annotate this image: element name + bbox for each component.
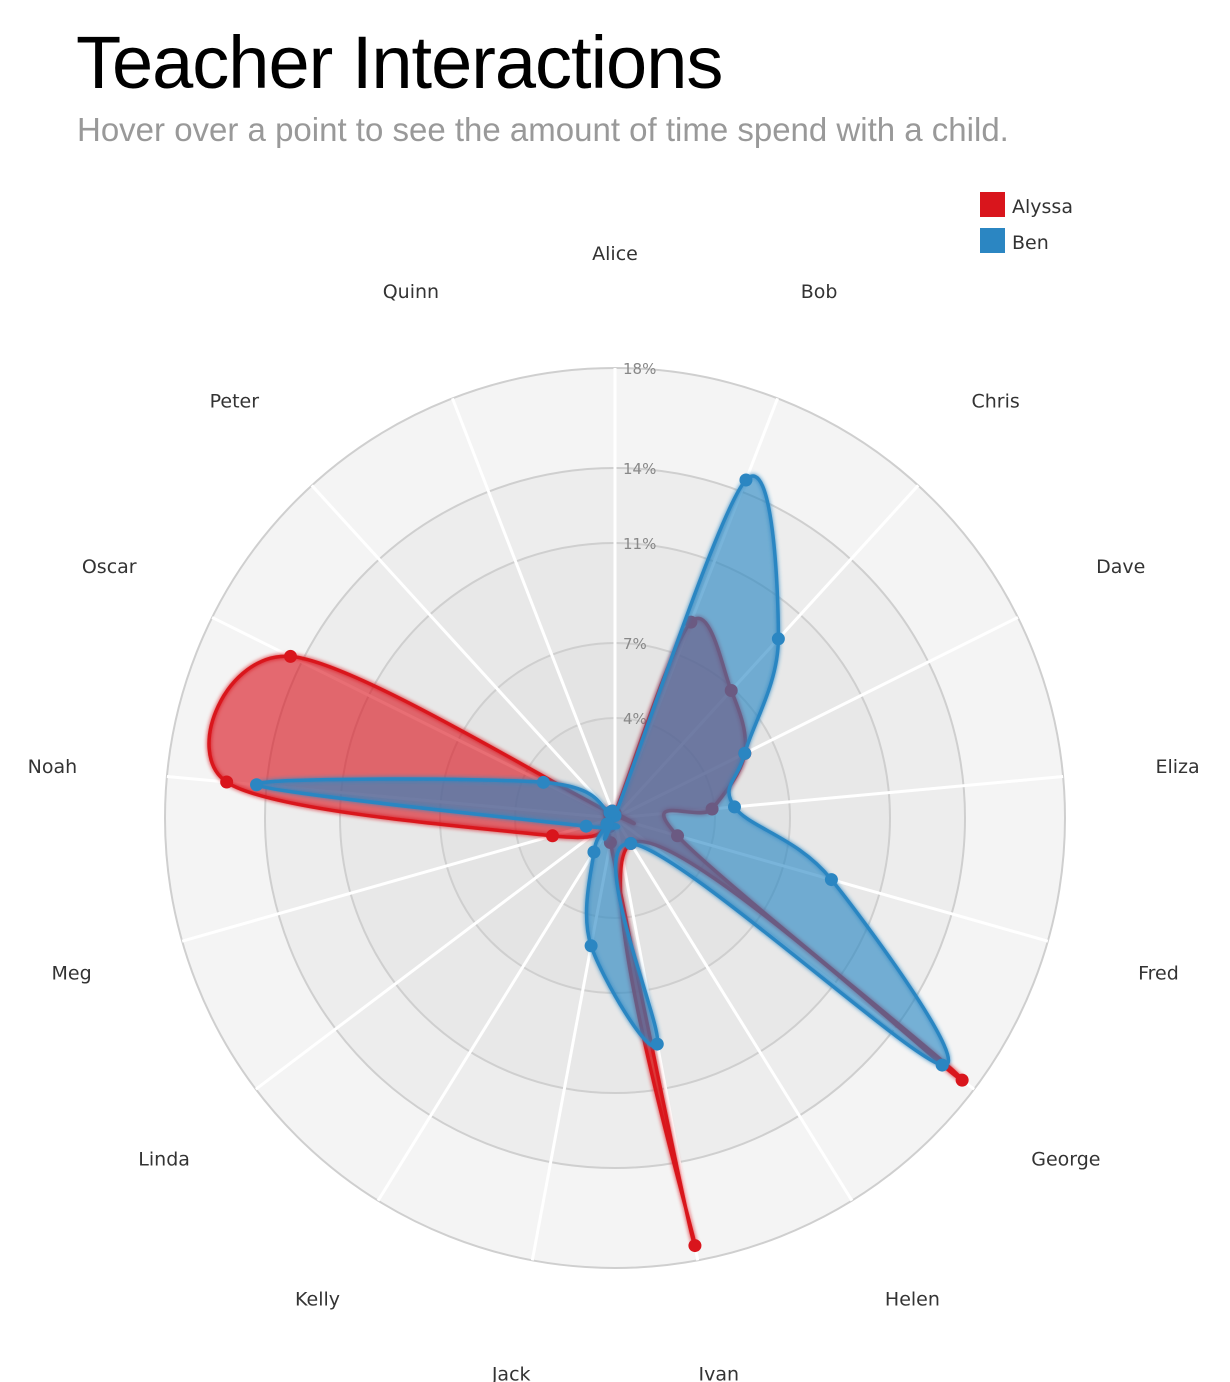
legend-label: Ben — [1012, 232, 1049, 254]
radar-axis-label: George — [1031, 1148, 1100, 1170]
radar-axis-label: Kelly — [295, 1288, 340, 1310]
radar-axis-label: Ivan — [699, 1363, 740, 1382]
legend-swatch — [980, 192, 1005, 217]
radar-tick-label: 4% — [623, 710, 647, 728]
series-ben-point — [536, 775, 550, 789]
radar-axis-label: Oscar — [82, 556, 137, 578]
radar-spoke — [254, 816, 616, 1091]
radar-axis-labels: Alice Bob Chris Dave Eliza Fred George Helen Iva… — [28, 243, 1200, 1382]
radar-spoke — [310, 484, 617, 820]
radar-spoke — [451, 397, 617, 819]
radar-axis-label: Eliza — [1155, 756, 1199, 778]
series-alyssa-point — [688, 1239, 702, 1253]
page-subtitle: Hover over a point to see the amount of … — [77, 111, 1009, 148]
radar-axis-label: Jack — [491, 1363, 531, 1382]
series-ben-point — [587, 845, 601, 859]
radar-tick-label: 7% — [623, 635, 647, 653]
radar-tick-labels: 4% 7% 11% 14% 18% — [623, 360, 656, 728]
radar-axis-label: Alice — [592, 243, 638, 265]
series-ben-point — [935, 1058, 949, 1072]
legend: Alyssa Ben — [980, 192, 1073, 254]
series-ben-point — [739, 473, 753, 487]
series-ben-point — [771, 632, 785, 646]
series-alyssa-point — [545, 829, 559, 843]
series-ben-point — [579, 819, 593, 833]
series-ben-point — [650, 1037, 664, 1051]
radar-axis-label: Bob — [801, 281, 838, 303]
radar-spoke — [376, 817, 617, 1202]
radar-spoke — [181, 816, 616, 943]
legend-label: Alyssa — [1012, 196, 1073, 218]
radar-series — [207, 473, 969, 1253]
radar-axis-label: Noah — [28, 756, 78, 778]
radar-axis-label: Meg — [51, 963, 91, 985]
radar-tick-label: 14% — [623, 460, 656, 478]
radar-tick-label: 18% — [623, 360, 656, 378]
legend-swatch — [980, 228, 1005, 253]
radar-axis-label: Helen — [885, 1288, 940, 1310]
series-ben-point — [584, 939, 598, 953]
series-ben-point — [600, 817, 614, 831]
series-ben-point — [727, 800, 741, 814]
radar-axis-label: Fred — [1138, 963, 1179, 985]
series-ben-area — [254, 474, 951, 1067]
radar-spoke — [613, 817, 854, 1202]
series-alyssa-point — [220, 775, 234, 789]
radar-axis-label: Quinn — [383, 281, 439, 303]
series-ben-point — [824, 873, 838, 887]
series-ben-point — [250, 778, 264, 792]
series-ben-point — [605, 804, 619, 818]
radar-axis-label: Dave — [1096, 556, 1145, 578]
series-ben-point — [738, 746, 752, 760]
radar-axis-label: Chris — [971, 390, 1019, 412]
series-alyssa-point — [955, 1073, 969, 1087]
series-ben-point — [624, 837, 638, 851]
radar-axis-label: Linda — [138, 1148, 190, 1170]
radar-tick-label: 11% — [623, 535, 656, 553]
radar-axis-label: Peter — [210, 390, 260, 412]
page-title: Teacher Interactions — [76, 21, 723, 104]
series-alyssa-point — [284, 649, 297, 663]
